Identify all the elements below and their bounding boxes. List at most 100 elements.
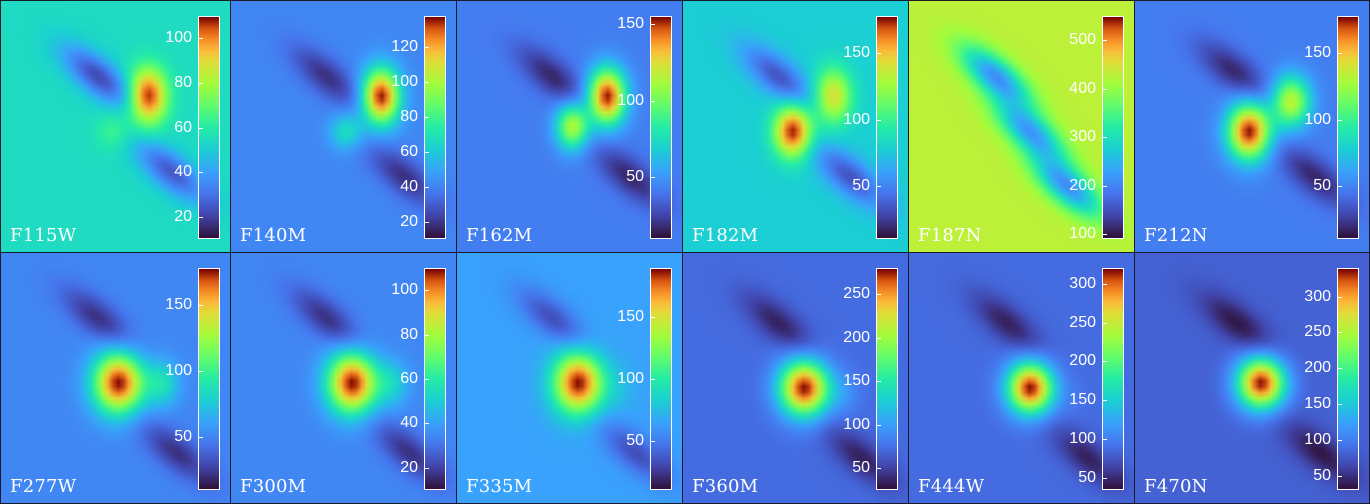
colorbar-tick-label: 150	[617, 14, 644, 32]
colorbar-tick-label: 100	[165, 362, 192, 380]
colorbar-tick	[1338, 185, 1342, 187]
colorbar-tick	[1338, 475, 1342, 477]
filter-label: F212N	[1144, 225, 1208, 246]
colorbar-tick-label: 100	[391, 73, 418, 91]
panel-f115w: 20 40 60 80 100 F115W	[0, 0, 231, 253]
intensity-map	[231, 1, 456, 252]
colorbar-tick	[1103, 439, 1107, 441]
intensity-map	[683, 1, 908, 252]
colorbar-tick-label: 80	[400, 325, 418, 343]
panel-f187n: 100 200 300 400 500 F187N	[908, 0, 1135, 253]
colorbar-tick-label: 100	[165, 29, 192, 47]
colorbar-tick	[877, 337, 881, 339]
colorbar-tick	[199, 82, 203, 84]
colorbar-tick	[425, 221, 429, 223]
colorbar	[1102, 268, 1124, 490]
colorbar-tick-label: 60	[174, 118, 192, 136]
intensity-map	[1, 253, 230, 503]
colorbar-tick	[1103, 40, 1107, 42]
colorbar	[198, 16, 220, 239]
colorbar-tick-label: 50	[1078, 469, 1096, 487]
colorbar-tick-label: 100	[843, 415, 870, 433]
colorbar	[424, 16, 446, 239]
colorbar-tick-label: 250	[843, 285, 870, 303]
colorbar-tick-label: 200	[1069, 352, 1096, 370]
colorbar	[876, 16, 898, 239]
panel-f162m: 50 100 150 F162M	[456, 0, 683, 253]
colorbar-tick-label: 200	[1304, 359, 1331, 377]
colorbar-tick	[1338, 296, 1342, 298]
colorbar-tick	[1103, 400, 1107, 402]
colorbar-tick	[651, 100, 655, 102]
colorbar-tick-label: 80	[400, 108, 418, 126]
panel-f182m: 50 100 150 F182M	[682, 0, 909, 253]
colorbar-tick	[1103, 234, 1107, 236]
colorbar-tick	[425, 82, 429, 84]
colorbar-tick	[651, 177, 655, 179]
intensity-map	[1135, 253, 1369, 503]
panel-f140m: 20 40 60 80 100 120 F140M	[230, 0, 457, 253]
intensity-map	[909, 1, 1134, 252]
colorbar-tick	[425, 290, 429, 292]
colorbar-tick-label: 300	[1069, 274, 1096, 292]
panel-f335m: 50 100 150 F335M	[456, 252, 683, 504]
panel-f300m: 20 40 60 80 100 F300M	[230, 252, 457, 504]
colorbar-tick-label: 20	[400, 458, 418, 476]
colorbar-tick-label: 150	[843, 44, 870, 62]
colorbar	[198, 268, 220, 490]
colorbar-tick	[425, 334, 429, 336]
colorbar-tick	[199, 38, 203, 40]
colorbar-tick-label: 50	[1313, 176, 1331, 194]
colorbar-tick	[1103, 137, 1107, 139]
colorbar-tick	[199, 127, 203, 129]
panel-f470n: 50 100 150 200 250 300 F470N	[1134, 252, 1370, 504]
colorbar	[1337, 268, 1359, 490]
colorbar	[1337, 16, 1359, 239]
colorbar-tick-label: 200	[843, 328, 870, 346]
filter-label: F335M	[466, 476, 533, 497]
colorbar-tick-label: 50	[626, 431, 644, 449]
filter-label: F444W	[918, 476, 985, 497]
colorbar-tick	[425, 423, 429, 425]
intensity-map	[231, 253, 456, 503]
filter-label: F182M	[692, 225, 759, 246]
colorbar-tick-label: 300	[1069, 128, 1096, 146]
intensity-map	[1135, 1, 1369, 252]
colorbar-tick	[1338, 439, 1342, 441]
colorbar-tick-label: 150	[1069, 391, 1096, 409]
colorbar-tick	[651, 317, 655, 319]
colorbar	[1102, 16, 1124, 239]
filter-label: F277W	[10, 476, 77, 497]
colorbar-tick-label: 250	[1304, 323, 1331, 341]
colorbar-tick-label: 150	[165, 296, 192, 313]
colorbar-tick-label: 100	[617, 91, 644, 109]
colorbar-tick	[651, 440, 655, 442]
colorbar	[650, 268, 672, 490]
colorbar-tick	[199, 216, 203, 218]
colorbar-tick-label: 120	[391, 38, 418, 56]
colorbar-tick	[1338, 332, 1342, 334]
panel-f444w: 50 100 150 200 250 300 F444W	[908, 252, 1135, 504]
colorbar-tick-label: 100	[1304, 430, 1331, 448]
colorbar-tick-label: 150	[617, 308, 644, 326]
filter-label: F300M	[240, 476, 307, 497]
colorbar-tick	[1338, 368, 1342, 370]
colorbar-tick-label: 80	[174, 73, 192, 91]
colorbar-tick-label: 100	[1304, 110, 1331, 128]
colorbar-tick	[877, 185, 881, 187]
panel-f277w: 50 100 150 F277W	[0, 252, 231, 504]
filter-label: F115W	[10, 225, 77, 246]
colorbar-tick-label: 40	[400, 177, 418, 195]
colorbar-tick-label: 40	[400, 414, 418, 432]
colorbar-tick-label: 150	[1304, 44, 1331, 62]
colorbar-tick	[1103, 361, 1107, 363]
colorbar-tick-label: 500	[1069, 31, 1096, 49]
colorbar-tick	[1103, 185, 1107, 187]
panel-f360m: 50 100 150 200 250 F360M	[682, 252, 909, 504]
colorbar-tick-label: 200	[1069, 176, 1096, 194]
colorbar-tick	[877, 53, 881, 55]
colorbar-tick	[1338, 404, 1342, 406]
colorbar-tick	[877, 424, 881, 426]
colorbar-tick-label: 150	[1304, 395, 1331, 413]
